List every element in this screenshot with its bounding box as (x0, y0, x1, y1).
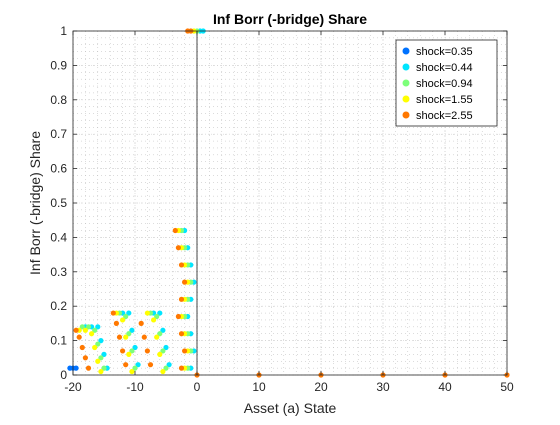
data-point (74, 328, 79, 333)
data-point (120, 348, 125, 353)
data-point (98, 369, 103, 374)
legend-label: shock=0.94 (416, 78, 473, 90)
y-tick-label: 0 (60, 368, 67, 382)
data-point (160, 369, 165, 374)
legend-marker (403, 64, 410, 71)
y-tick-label: 0.5 (50, 196, 67, 210)
data-point (145, 348, 150, 353)
y-tick-label: 0.6 (50, 162, 67, 176)
y-tick-label: 0.3 (50, 265, 67, 279)
data-point (151, 317, 156, 322)
x-tick-label: -20 (64, 380, 82, 394)
data-point (182, 348, 187, 353)
legend: shock=0.35 shock=0.44 shock=0.94 shock=1.55… (396, 40, 497, 126)
y-tick-label: 1 (60, 24, 67, 38)
legend-marker (403, 48, 410, 55)
y-tick-label: 0.7 (50, 127, 67, 141)
data-point (145, 310, 150, 315)
y-tick-label: 0.8 (50, 93, 67, 107)
legend-marker (403, 112, 410, 119)
data-point (173, 228, 178, 233)
legend-label: shock=0.44 (416, 62, 473, 74)
data-point (92, 345, 97, 350)
data-point (179, 331, 184, 336)
data-point (126, 352, 131, 357)
x-tick-label: 50 (500, 380, 514, 394)
y-tick-label: 0.1 (50, 334, 67, 348)
data-point (111, 310, 116, 315)
data-point (176, 245, 181, 250)
data-point (77, 335, 82, 340)
data-point (86, 366, 91, 371)
data-point (139, 321, 144, 326)
y-tick-label: 0.2 (50, 299, 67, 313)
y-tick-label: 0.4 (50, 230, 67, 244)
chart-title: Inf Borr (-bridge) Share (213, 11, 367, 27)
legend-label: shock=2.55 (416, 110, 473, 122)
data-point (148, 362, 153, 367)
legend-marker (403, 80, 410, 87)
data-point (95, 359, 100, 364)
data-point (83, 355, 88, 360)
x-tick-label: 30 (376, 380, 390, 394)
data-point (123, 335, 128, 340)
legend-label: shock=0.35 (416, 46, 473, 58)
data-point (80, 345, 85, 350)
x-tick-label: 0 (194, 380, 201, 394)
x-axis-label: Asset (a) State (244, 400, 337, 416)
data-point (120, 317, 125, 322)
data-point (179, 262, 184, 267)
x-tick-label: -10 (126, 380, 144, 394)
y-axis-label: Inf Borr (-bridge) Share (27, 131, 43, 275)
data-point (176, 314, 181, 319)
x-tick-label: 40 (438, 380, 452, 394)
x-tick-label: 10 (252, 380, 266, 394)
data-point (74, 366, 79, 371)
legend-label: shock=1.55 (416, 94, 473, 106)
data-point (114, 321, 119, 326)
data-point (123, 362, 128, 367)
data-point (182, 280, 187, 285)
x-tick-label: 20 (314, 380, 328, 394)
data-point (142, 335, 147, 340)
data-point (117, 335, 122, 340)
data-point (154, 335, 159, 340)
data-point (157, 352, 162, 357)
data-point (89, 331, 94, 336)
data-point (179, 366, 184, 371)
y-tick-label: 0.9 (50, 58, 67, 72)
data-point (129, 369, 134, 374)
data-point (179, 297, 184, 302)
legend-marker (403, 96, 410, 103)
data-point (83, 328, 88, 333)
